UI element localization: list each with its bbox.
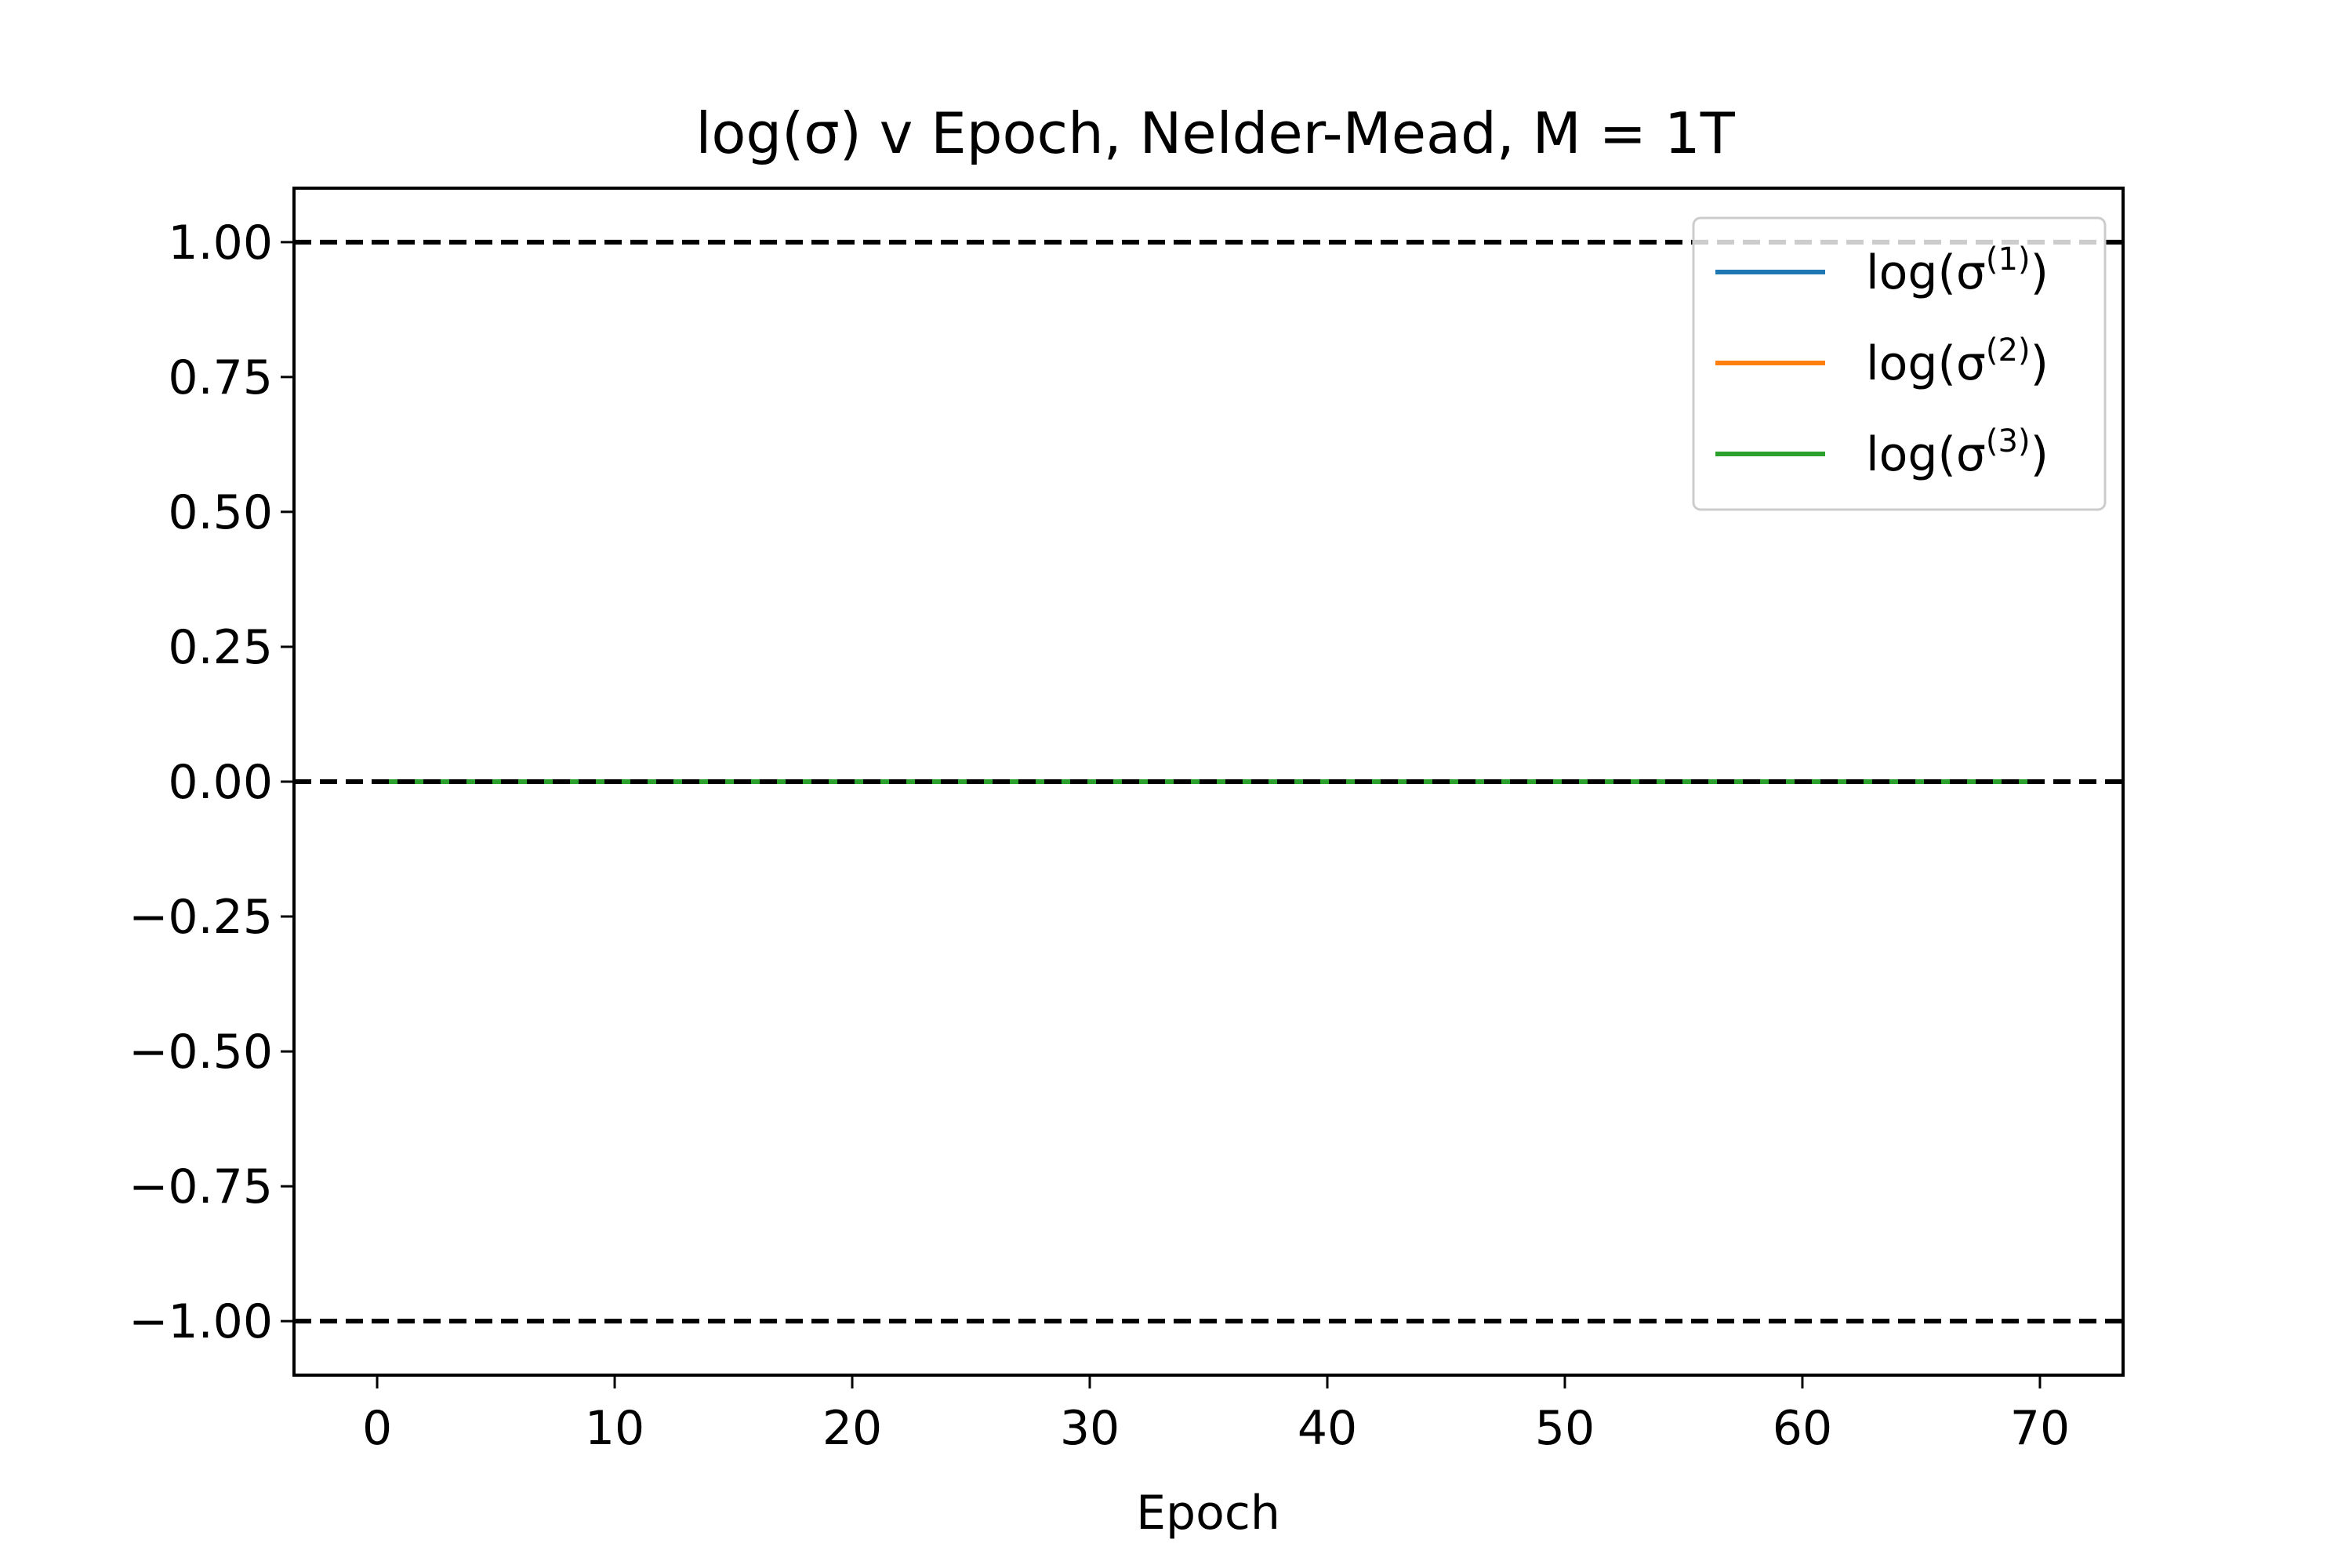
- legend: log(σ(1)) log(σ(2)) log(σ(3)): [1692, 216, 2107, 511]
- legend-box: [1692, 216, 2107, 511]
- x-tick-label: 0: [362, 1401, 392, 1456]
- x-tick-label: 40: [1298, 1401, 1357, 1456]
- legend-label-1: log(σ(1)): [1866, 241, 2049, 300]
- y-tick-label: 0.00: [168, 755, 273, 810]
- y-tick-label: 0.25: [168, 620, 273, 675]
- y-tick-label: 1.00: [168, 216, 273, 270]
- y-tick-label: −0.25: [129, 890, 273, 945]
- x-tick-label: 30: [1060, 1401, 1120, 1456]
- plot-area: [294, 239, 2123, 1324]
- x-tick-label: 60: [1773, 1401, 1832, 1456]
- chart-title: log(σ) v Epoch, Nelder-Mead, M = 1T: [695, 100, 1735, 166]
- legend-label-3: log(σ(3)): [1866, 423, 2049, 482]
- y-tick-label: 0.75: [168, 350, 273, 405]
- x-tick-label: 10: [585, 1401, 644, 1456]
- x-tick-label: 50: [1535, 1401, 1595, 1456]
- x-tick-label: 20: [822, 1401, 882, 1456]
- y-tick-label: −0.75: [129, 1160, 273, 1214]
- y-tick-label: −0.50: [129, 1025, 273, 1080]
- y-tick-label: 0.50: [168, 485, 273, 540]
- y-tick-label: −1.00: [129, 1294, 273, 1349]
- x-tick-label: 70: [2010, 1401, 2070, 1456]
- x-axis-label: Epoch: [1136, 1486, 1280, 1541]
- legend-label-2: log(σ(2)): [1866, 332, 2049, 391]
- ticks: 0 10 20 30 40 50 60 70 1.00 0.75 0.50 0.25 0.00 −0.25…: [129, 216, 2070, 1456]
